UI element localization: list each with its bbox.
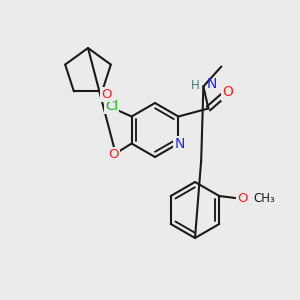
Text: O: O: [237, 191, 248, 205]
Text: H: H: [191, 79, 200, 92]
Text: Cl: Cl: [105, 100, 118, 113]
Text: N: N: [206, 77, 217, 92]
Text: O: O: [101, 88, 111, 101]
Text: N: N: [174, 137, 184, 152]
Text: O: O: [222, 85, 233, 100]
Text: CH₃: CH₃: [253, 191, 275, 205]
Text: O: O: [108, 148, 119, 161]
